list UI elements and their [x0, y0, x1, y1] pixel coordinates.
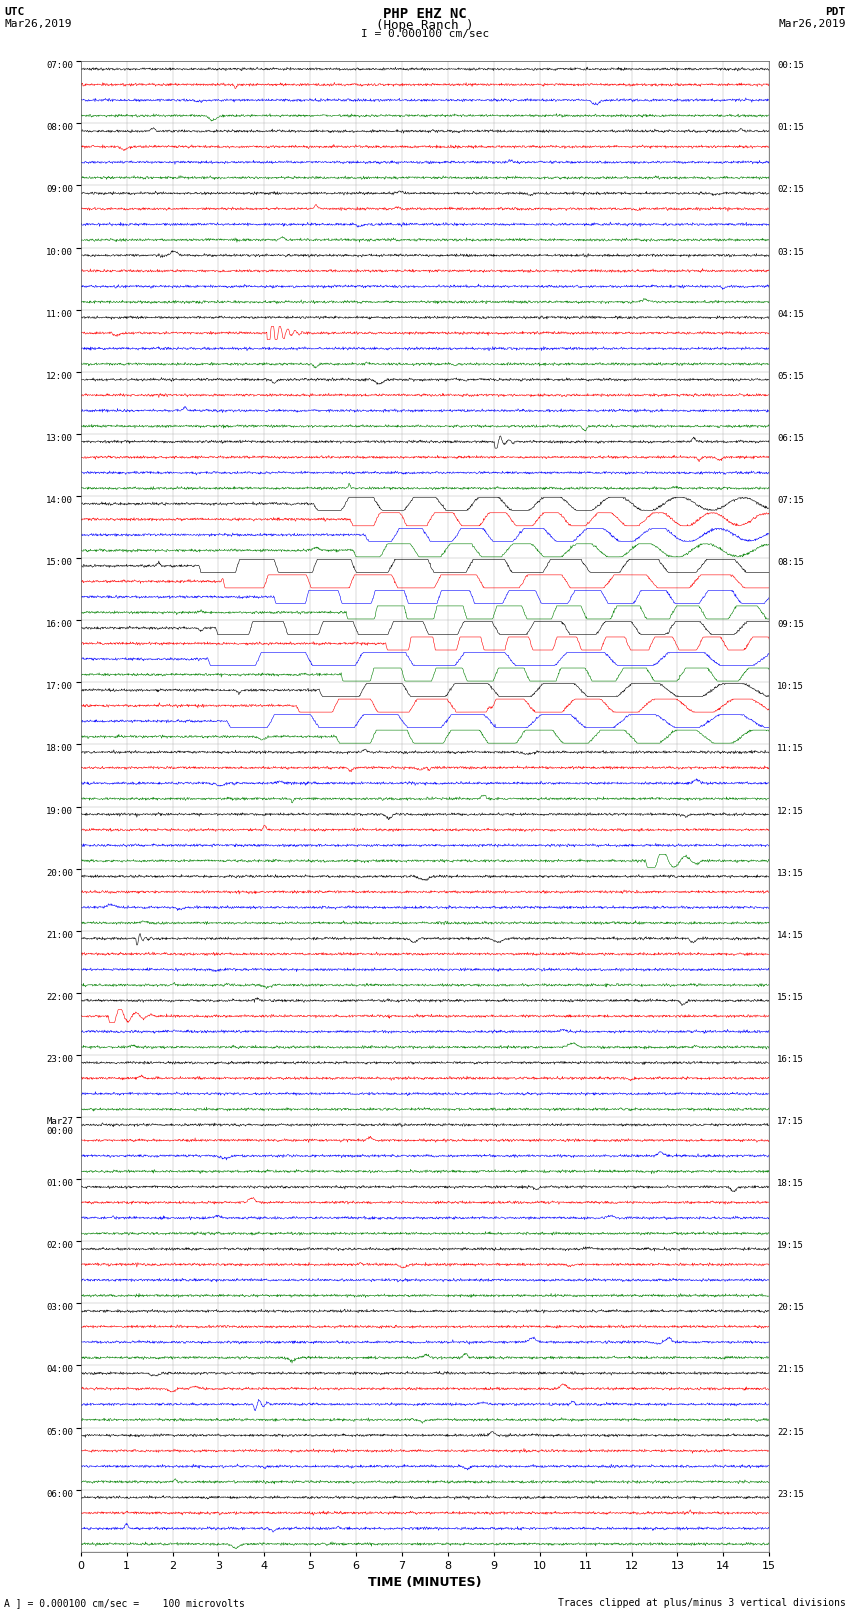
- Text: I = 0.000100 cm/sec: I = 0.000100 cm/sec: [361, 29, 489, 39]
- Text: PHP EHZ NC: PHP EHZ NC: [383, 6, 467, 21]
- Text: PDT: PDT: [825, 6, 846, 18]
- Text: Mar26,2019: Mar26,2019: [4, 18, 71, 29]
- Text: Mar26,2019: Mar26,2019: [779, 18, 846, 29]
- Text: (Hope Ranch ): (Hope Ranch ): [377, 18, 473, 32]
- Text: A ] = 0.000100 cm/sec =    100 microvolts: A ] = 0.000100 cm/sec = 100 microvolts: [4, 1598, 245, 1608]
- X-axis label: TIME (MINUTES): TIME (MINUTES): [368, 1576, 482, 1589]
- Text: Traces clipped at plus/minus 3 vertical divisions: Traces clipped at plus/minus 3 vertical …: [558, 1598, 846, 1608]
- Text: UTC: UTC: [4, 6, 25, 18]
